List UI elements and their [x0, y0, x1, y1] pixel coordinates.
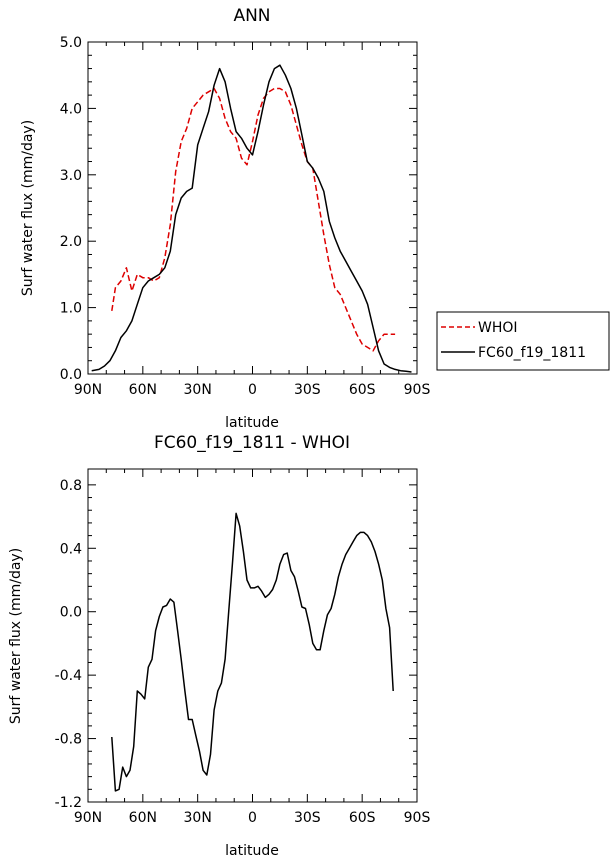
legend: WHOI FC60_f19_1811	[436, 311, 610, 371]
top-y-tick-label: 5.0	[60, 35, 82, 51]
bottom-ticks	[87, 469, 418, 803]
top-y-tick-label: 0.0	[60, 367, 82, 383]
bottom-y-tick-label: 0.4	[60, 541, 82, 557]
top-tick-labels: 90N 60N 30N 0 30S 60S 90S 0.0 1.0 2.0 3.0 4.0 5.0	[60, 35, 431, 398]
bottom-plot-frame	[87, 468, 418, 803]
legend-box	[436, 311, 610, 371]
top-plot-frame	[87, 41, 418, 375]
top-x-tick-label: 30S	[294, 382, 321, 398]
bottom-x-tick-label: 60S	[349, 810, 376, 826]
bottom-x-tick-label: 30N	[184, 810, 212, 826]
top-x-tick-label: 30N	[184, 382, 212, 398]
bottom-y-tick-label: -0.8	[55, 732, 82, 748]
top-series-line-model	[91, 64, 412, 373]
top-x-tick-label: 90S	[404, 382, 431, 398]
bottom-x-tick-label: 60N	[129, 810, 157, 826]
legend-label-model: FC60_f19_1811	[478, 345, 586, 361]
bottom-y-tick-label: 0.8	[60, 478, 82, 494]
top-series-line-whoi	[111, 87, 396, 352]
bottom-x-tick-label: 90S	[404, 810, 431, 826]
top-y-axis-label: Surf water flux (mm/day)	[20, 120, 36, 296]
bottom-tick-labels: 90N 60N 30N 0 30S 60S 90S -1.2 -0.8 -0.4 0.0 0.4 0.8	[55, 478, 431, 826]
panel-top: ANN 90N 60N 30N 0 30S 60S 90S 0.0 1.0 2.0 3.0 4.0 5.…	[20, 6, 610, 431]
bottom-x-tick-label: 90N	[74, 810, 102, 826]
bottom-y-axis-label: Surf water flux (mm/day)	[8, 548, 24, 724]
panel-bottom: FC60_f19_1811 - WHOI 90N 60N 30N 0 30S 60S 90S…	[8, 433, 430, 859]
top-x-tick-label: 60S	[349, 382, 376, 398]
top-y-tick-label: 3.0	[60, 168, 82, 184]
bottom-y-tick-label: -1.2	[55, 795, 82, 811]
bottom-y-tick-label: -0.4	[55, 668, 82, 684]
bottom-x-axis-label: latitude	[225, 843, 279, 859]
legend-label-whoi: WHOI	[478, 320, 518, 336]
top-y-tick-label: 4.0	[60, 101, 82, 117]
bottom-x-tick-label: 0	[248, 810, 257, 826]
top-x-tick-label: 60N	[129, 382, 157, 398]
top-x-tick-label: 90N	[74, 382, 102, 398]
top-y-tick-label: 1.0	[60, 301, 82, 317]
bottom-series	[111, 512, 394, 792]
bottom-x-tick-label: 30S	[294, 810, 321, 826]
bottom-title: FC60_f19_1811 - WHOI	[154, 433, 350, 453]
bottom-series-line-difference	[111, 512, 394, 792]
top-ticks	[87, 41, 418, 375]
top-x-axis-label: latitude	[225, 415, 279, 431]
top-y-tick-label: 2.0	[60, 234, 82, 250]
top-x-tick-label: 0	[248, 382, 257, 398]
bottom-y-tick-label: 0.0	[60, 605, 82, 621]
top-title: ANN	[233, 6, 270, 26]
top-series	[91, 64, 412, 373]
